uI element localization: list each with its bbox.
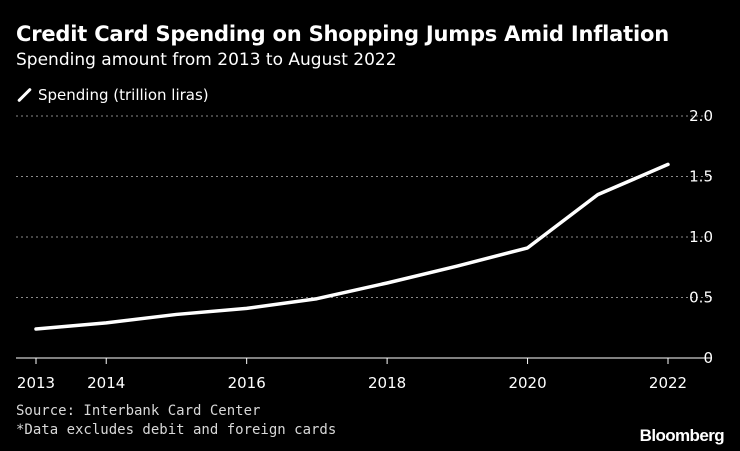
x-tick-label: 2022 (649, 374, 687, 392)
legend-label: Spending (trillion liras) (38, 86, 209, 104)
chart-subtitle: Spending amount from 2013 to August 2022 (16, 50, 397, 70)
footnote: *Data excludes debit and foreign cards (16, 422, 337, 438)
x-tick-label: 2016 (228, 374, 266, 392)
source-note: Source: Interbank Card Center (16, 403, 261, 419)
x-tick-label: 2018 (368, 374, 406, 392)
series-line-spending (34, 162, 670, 331)
y-tick-label: 1.0 (689, 228, 713, 246)
x-tick-label: 2020 (508, 374, 546, 392)
y-tick-label: 2.0 (689, 107, 713, 125)
y-tick-label: 1.5 (689, 168, 713, 186)
legend: Spending (trillion liras) (16, 86, 209, 104)
bloomberg-logo: Bloomberg (639, 426, 725, 445)
x-tick-label: 2013 (17, 374, 55, 392)
x-tick-label: 2014 (87, 374, 125, 392)
chart-title: Credit Card Spending on Shopping Jumps A… (16, 22, 669, 46)
y-tick-label: 0.5 (689, 289, 713, 307)
